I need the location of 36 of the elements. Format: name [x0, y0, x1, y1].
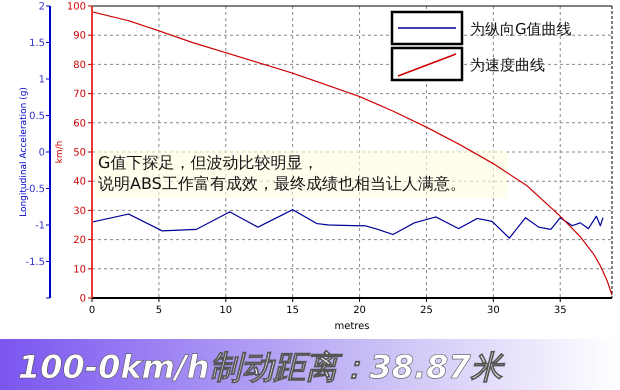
x-tick-label: 5: [156, 305, 162, 316]
y-tick-label: 100: [66, 2, 86, 12]
x-axis-title: metres: [334, 321, 370, 332]
y-tick-label: 20: [73, 235, 86, 246]
x-tick-label: 25: [420, 305, 433, 316]
text: 100-0km/h制动距离：38.87米: [18, 348, 506, 386]
y2-tick-label: 0: [38, 148, 45, 158]
y-tick-label: 60: [73, 118, 86, 130]
y2-tick-label: -1: [35, 220, 45, 232]
x-tick-label: 35: [554, 305, 567, 316]
y-tick-label: 80: [73, 60, 86, 71]
y2-tick-label: -0.5: [25, 184, 45, 195]
line-series: [91, 11, 613, 296]
x-tick-label: 20: [353, 305, 366, 316]
legend-label: 为纵向G值曲线: [470, 20, 572, 38]
x-tick-label: 10: [219, 305, 232, 316]
y-tick-label: 10: [73, 264, 86, 276]
x-tick-label: 15: [286, 305, 300, 316]
y2-tick-label: 0.5: [29, 111, 45, 122]
legend-label: 为速度曲线: [470, 56, 545, 74]
y-tick-label: 50: [73, 148, 86, 158]
y-tick-label: 40: [73, 176, 86, 188]
x-tick-label: 0: [88, 305, 96, 316]
y2-tick-label: 1.5: [29, 38, 45, 49]
annotation: 说明ABS工作富有成效，最终成绩也相当让人满意。: [98, 174, 466, 193]
y-tick-label: 70: [73, 89, 86, 100]
y2-tick-label: 2: [38, 2, 45, 12]
y-tick-label: 90: [73, 30, 86, 42]
x-tick-label: 30: [486, 305, 500, 316]
y2-tick-label: 1: [38, 74, 45, 86]
y2-tick-label: -1.5: [25, 257, 45, 268]
annotation: G值下探足，但波动比较明显，: [98, 153, 318, 172]
line-series: [91, 209, 604, 239]
y-tick-label: 30: [73, 206, 86, 217]
y-tick-label: 0: [80, 294, 86, 304]
y-axis-title: km/h: [55, 140, 65, 164]
